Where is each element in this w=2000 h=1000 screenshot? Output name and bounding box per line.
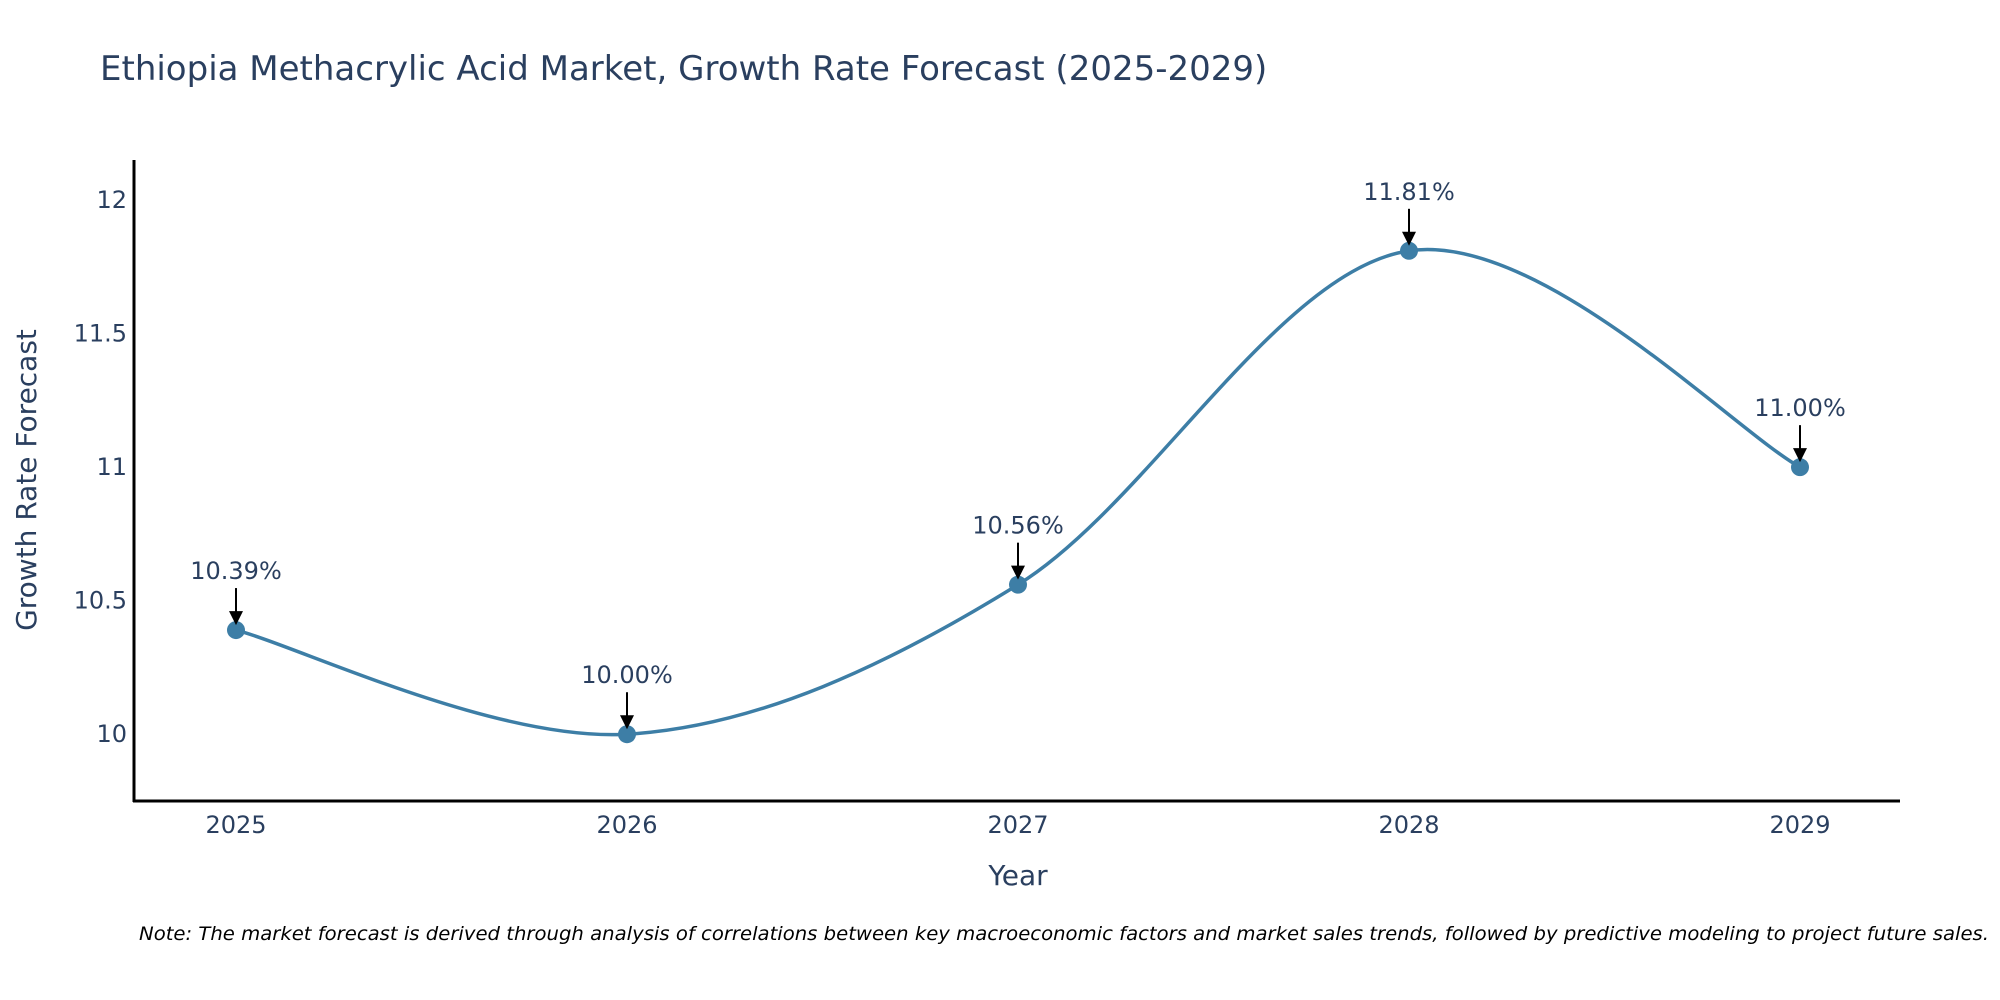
data-point-2028: [1400, 241, 1418, 260]
x-tick-label: 2025: [205, 811, 266, 839]
data-label-2025: 10.39%: [190, 557, 282, 585]
annotation-arrow-head: [229, 611, 243, 626]
x-tick-label: 2028: [1378, 811, 1439, 839]
x-tick-label: 2027: [987, 811, 1048, 839]
x-tick-labels: 2025 2026 2027 2028 2029: [205, 811, 1830, 839]
annotation-arrow-head: [1402, 231, 1416, 246]
series-line: [235, 247, 1801, 737]
footnote: Note: The market forecast is derived thr…: [139, 923, 1989, 945]
y-tick-label: 11: [96, 453, 127, 481]
x-axis-title: Year: [987, 859, 1048, 892]
y-tick-label: 11.5: [74, 320, 127, 348]
y-tick-labels: 10 10.5 11 11.5 12: [74, 186, 127, 748]
annotation-arrow-head: [620, 715, 634, 730]
data-point-2025: [227, 621, 245, 640]
chart-title: Ethiopia Methacrylic Acid Market, Growth…: [100, 49, 1267, 89]
data-point-2027: [1009, 575, 1027, 594]
data-label-2027: 10.56%: [972, 512, 1064, 540]
data-label-2028: 11.81%: [1363, 178, 1455, 206]
data-annotations: 10.39% 10.00% 10.56% 11.81% 11.00%: [190, 178, 1846, 730]
x-tick-label: 2029: [1769, 811, 1830, 839]
series-markers: [227, 241, 1809, 744]
data-point-2026: [618, 725, 636, 744]
y-tick-label: 10.5: [74, 587, 127, 615]
data-label-2029: 11.00%: [1754, 394, 1846, 422]
data-point-2029: [1791, 458, 1809, 477]
y-tick-label: 10: [96, 720, 127, 748]
y-tick-label: 12: [96, 186, 127, 214]
annotation-arrow-head: [1011, 565, 1025, 580]
data-label-2026: 10.00%: [581, 661, 673, 689]
y-axis-title: Growth Rate Forecast: [10, 329, 43, 631]
annotation-arrow-head: [1793, 448, 1807, 463]
x-tick-label: 2026: [596, 811, 657, 839]
